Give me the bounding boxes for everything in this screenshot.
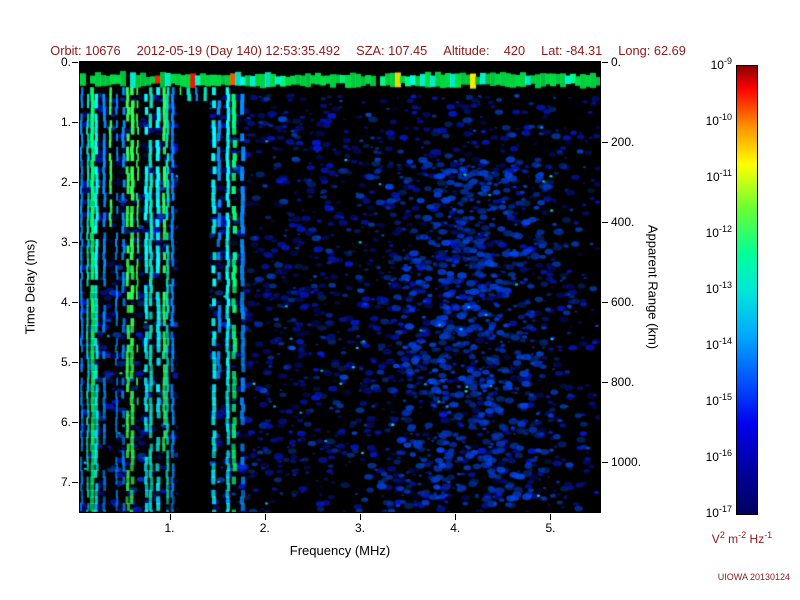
credit-label: UIOWA 20130124	[717, 572, 790, 582]
header-latitude: Lat: -84.31	[541, 43, 603, 58]
header-sza: SZA: 107.45	[356, 43, 428, 58]
axis-tick	[602, 222, 608, 223]
colorbar-tick-label: 10-10	[705, 112, 732, 129]
axis-tick	[72, 182, 78, 183]
colorbar-tick-label: 10-17	[705, 504, 732, 521]
colorbar-units-label: V2 m-2 Hz-1	[711, 530, 773, 547]
colorbar-tick-label: 10-16	[705, 448, 732, 465]
x-tick-label: 3.	[354, 521, 365, 535]
axis-tick	[602, 62, 608, 63]
y-right-tick-label: 400.	[611, 215, 635, 229]
colorbar	[736, 65, 758, 515]
spectrogram-canvas	[80, 62, 600, 512]
axis-tick	[72, 482, 78, 483]
axis-tick	[72, 422, 78, 423]
axis-tick	[455, 514, 457, 520]
x-tick-label: 4.	[450, 521, 461, 535]
axis-tick	[264, 514, 266, 520]
y-tick-label: 1.	[60, 115, 71, 129]
colorbar-tick-label: 10-9	[710, 56, 732, 73]
axis-tick	[602, 142, 608, 143]
y-right-tick-label: 800.	[611, 375, 635, 389]
axis-tick	[72, 362, 78, 363]
axis-tick	[550, 514, 552, 520]
axis-tick	[72, 242, 78, 243]
axis-tick	[602, 302, 608, 303]
axis-tick	[72, 62, 78, 63]
colorbar-tick-label: 10-13	[705, 280, 732, 297]
y-right-tick-label: 0.	[611, 55, 622, 69]
axis-tick	[72, 302, 78, 303]
x-axis-title: Frequency (MHz)	[289, 543, 391, 558]
y-right-tick-label: 1000.	[611, 455, 642, 469]
x-tick-label: 2.	[259, 521, 270, 535]
axis-tick	[72, 122, 78, 123]
y-axis-title-left: Time Delay (ms)	[22, 239, 38, 335]
y-tick-label: 4.	[60, 295, 71, 309]
axis-tick	[602, 462, 608, 463]
y-tick-label: 0.	[60, 55, 71, 69]
y-right-tick-label: 200.	[611, 135, 635, 149]
y-tick-label: 7.	[60, 475, 71, 489]
y-tick-label: 2.	[60, 175, 71, 189]
y-right-tick-label: 600.	[611, 295, 635, 309]
axis-tick	[602, 382, 608, 383]
header-longitude: Long: 62.69	[618, 43, 686, 58]
y-tick-label: 3.	[60, 235, 71, 249]
x-tick-label: 1.	[164, 521, 175, 535]
header-orbit: Orbit: 10676	[50, 43, 121, 58]
spectrogram-frame	[79, 61, 601, 513]
header-altitude: Altitude: 420	[443, 43, 526, 58]
axis-tick	[169, 514, 171, 520]
colorbar-tick-label: 10-12	[705, 224, 732, 241]
colorbar-tick-label: 10-11	[706, 168, 732, 185]
header-datetime: 2012-05-19 (Day 140) 12:53:35.492	[136, 43, 341, 58]
x-tick-label: 5.	[545, 521, 556, 535]
y-tick-label: 5.	[60, 355, 71, 369]
colorbar-tick-label: 10-15	[705, 392, 732, 409]
header-annotation: Orbit: 10676 2012-05-19 (Day 140) 12:53:3…	[36, 28, 702, 73]
y-tick-label: 6.	[60, 415, 71, 429]
axis-tick	[360, 514, 361, 520]
y-axis-title-right: Apparent Range (km)	[645, 224, 661, 350]
colorbar-tick-label: 10-14	[705, 336, 732, 353]
